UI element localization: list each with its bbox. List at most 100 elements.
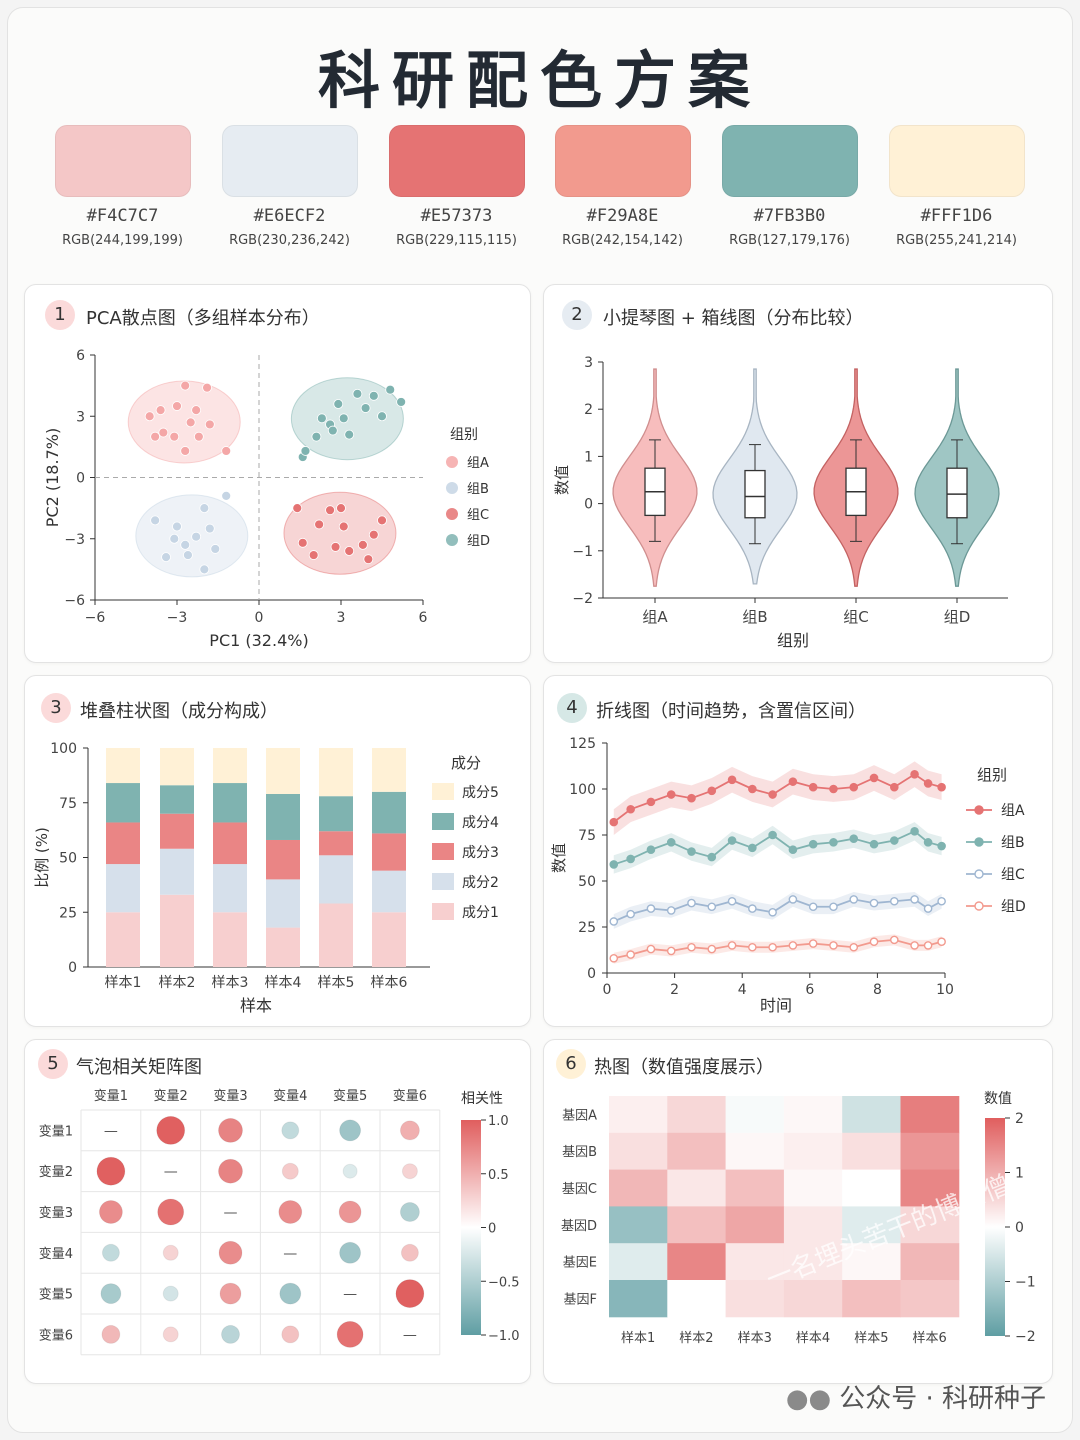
line-ci-band-组D: [613, 934, 942, 964]
violin-x-tick-label: 组B: [742, 608, 767, 626]
pca-point: [150, 515, 161, 526]
line-x-axis-label: 时间: [760, 996, 792, 1015]
pca-point: [172, 521, 182, 532]
bar-segment-成分4: [319, 796, 353, 832]
line-x-tick-label: 6: [805, 982, 814, 998]
line-point: [626, 950, 635, 959]
pca-point: [150, 431, 161, 442]
heatmap-colorbar-tick-label: −2: [1015, 1329, 1036, 1345]
line-legend-marker: [974, 805, 984, 815]
line-x-tick-label: 2: [670, 982, 679, 998]
pca-point: [169, 431, 180, 442]
pca-point: [180, 539, 191, 550]
heatmap-cell: [667, 1096, 727, 1134]
swatch-rgb-5: RGB(127,179,176): [729, 233, 850, 248]
footer-label: 公众号 · 科研种子: [839, 1384, 1046, 1414]
violin-y-tick-label: 1: [584, 449, 593, 465]
heatmap-cell: [609, 1280, 668, 1318]
line-point: [626, 804, 635, 814]
bar-y-tick-label: 100: [50, 741, 77, 757]
heatmap-cell: [842, 1132, 901, 1171]
violin-y-tick-label: 3: [584, 355, 593, 371]
bar-legend-swatch: [432, 903, 454, 920]
pca-point: [314, 519, 325, 530]
bubble-colorbar-title: 相关性: [461, 1091, 503, 1107]
heatmap-colorbar-tick-label: 2: [1015, 1111, 1024, 1127]
violin-x-tick-label: 组A: [642, 608, 668, 626]
heatmap-cell: [783, 1096, 843, 1134]
swatch-hex-5: #7FB3B0: [753, 206, 826, 226]
bar-y-tick-label: 50: [59, 851, 77, 867]
heatmap-cell: [725, 1206, 785, 1244]
bubble-cell: [338, 1200, 362, 1224]
panel-5-badge: 5: [38, 1049, 68, 1079]
line-point: [768, 942, 777, 952]
line-point: [666, 946, 676, 956]
line-point: [727, 775, 737, 785]
pca-y-tick-label: −6: [64, 593, 85, 609]
bar-x-axis-label: 样本: [240, 996, 272, 1015]
pca-point: [357, 539, 368, 550]
line-point: [727, 896, 737, 906]
pca-point: [185, 417, 196, 428]
bar-legend-swatch: [432, 873, 454, 890]
heatmap-colorbar-tick-label: −1: [1015, 1275, 1036, 1291]
violin-y-tick-label: 2: [584, 402, 593, 418]
bubble-colorbar-tick-label: 0: [488, 1222, 496, 1237]
heatmap-cell: [783, 1132, 843, 1171]
bar-segment-成分3: [319, 831, 353, 856]
violin-x-axis-label: 组别: [777, 631, 809, 650]
pca-point: [221, 446, 232, 456]
bubble-colorbar: [461, 1120, 481, 1335]
heatmap-col-label: 样本5: [854, 1331, 888, 1346]
swatch-rgb-2: RGB(230,236,242): [229, 233, 350, 248]
heatmap-col-label: 样本4: [796, 1331, 830, 1346]
line-point: [768, 907, 777, 917]
bubble-cell: [400, 1243, 419, 1262]
bar-segment-成分1: [266, 927, 300, 967]
line-point: [788, 845, 798, 855]
heatmap-cell: [609, 1243, 668, 1281]
line-y-axis-label: 数值: [550, 843, 568, 873]
bar-segment-成分2: [160, 848, 194, 895]
bubble-row-label: 变量3: [39, 1205, 73, 1221]
swatch-rgb-6: RGB(255,241,214): [896, 233, 1017, 248]
pca-point: [311, 431, 322, 442]
bar-segment-成分1: [213, 912, 247, 967]
bubble-row-label: 变量5: [39, 1287, 73, 1303]
bar-segment-成分3: [160, 813, 194, 849]
line-point: [748, 904, 757, 913]
heatmap-cell: [725, 1169, 785, 1207]
heatmap-col-label: 样本3: [738, 1331, 772, 1346]
pca-point: [169, 533, 180, 544]
line-point: [910, 941, 919, 950]
line-ci-band-组A: [613, 761, 942, 835]
bar-legend-label: 成分4: [462, 815, 499, 831]
line-point: [626, 854, 635, 864]
line-legend-label: 组C: [1001, 867, 1025, 883]
heatmap-cell: [609, 1132, 668, 1171]
bubble-colorbar-tick-label: −0.5: [488, 1275, 520, 1290]
line-point: [788, 895, 798, 904]
bar-segment-成分5: [213, 748, 247, 784]
line-point: [829, 838, 838, 847]
panel-2-badge: 2: [562, 300, 592, 330]
pca-x-tick-label: −3: [167, 610, 188, 626]
bubble-col-label: 变量3: [213, 1088, 247, 1104]
heatmap-cell: [783, 1280, 843, 1318]
bar-legend-label: 成分3: [462, 845, 499, 861]
bubble-diagonal: —: [283, 1246, 297, 1262]
heatmap-cell: [900, 1280, 960, 1318]
pca-legend-marker: [446, 508, 458, 520]
panel-1-badge: 1: [45, 300, 75, 330]
pca-point: [183, 550, 193, 560]
bubble-cell: [281, 1162, 299, 1180]
bar-legend-label: 成分1: [462, 905, 499, 921]
pca-y-tick-label: 3: [76, 409, 85, 425]
pca-point: [210, 544, 221, 554]
line-point: [707, 944, 717, 954]
box-iqr-组D: [946, 467, 968, 519]
line-point: [609, 953, 619, 963]
bubble-cell: [162, 1326, 179, 1343]
bar-segment-成分1: [319, 903, 353, 967]
